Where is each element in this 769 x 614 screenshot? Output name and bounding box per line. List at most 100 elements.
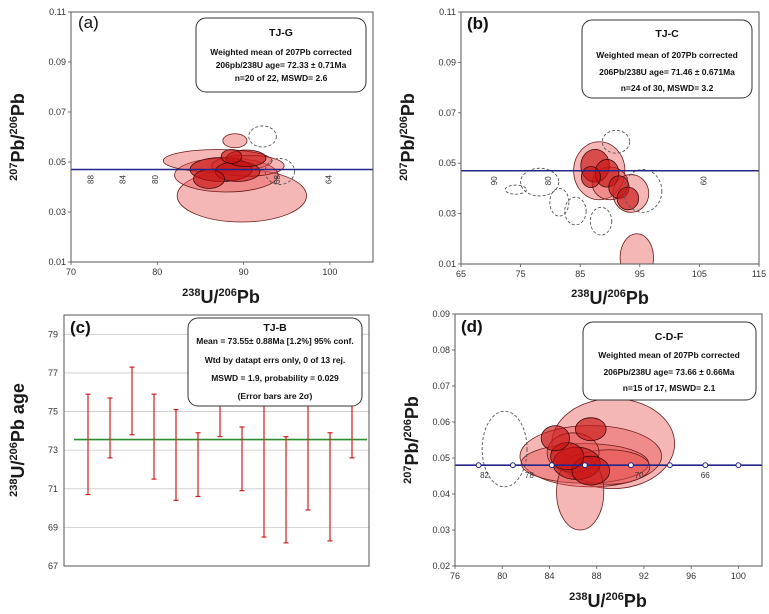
panel-d-concordia-age-mark [702, 462, 709, 469]
panel-d-concordia-age-mark [548, 462, 555, 469]
panel-d-y-tick-label: 0.02 [432, 561, 450, 571]
panel-b-annotation-line-3: n=24 of 30, MSWD= 3.2 [621, 83, 714, 93]
panel-d-concordia-age-label: 70 [635, 471, 644, 480]
panel-d-y-tick-label: 0.08 [432, 345, 450, 355]
panel-b-x-axis-title: 238U/206Pb [571, 288, 649, 308]
panel-b-age-labels: 90 80 60 [490, 176, 709, 185]
panel-b-y-tick-label: 0.01 [438, 259, 456, 269]
panel-a-ellipses [162, 125, 307, 223]
panel-c-y-tick-label: 75 [48, 407, 58, 417]
panel-d-concordia-age-label: 82 [480, 471, 489, 480]
panel-d-x-tick-label: 100 [731, 571, 746, 581]
panel-d-concordia-age-marks [475, 462, 742, 469]
panel-a-concordia-age-label: 84 [118, 175, 127, 184]
panel-c-annotation-line-3: MSWD = 1.9, probability = 0.029 [211, 373, 339, 383]
panel-d: 76 80 84 88 92 96 100 0.02 0.03 0.04 0.05 0.06 0.07 0… [402, 309, 763, 611]
panel-d-annotation-line-3: n=15 of 17, MSWD= 2.1 [623, 383, 716, 393]
panel-a-concordia-age-label: 80 [151, 175, 160, 184]
panel-d-y-tick-label: 0.03 [432, 525, 450, 535]
panel-c-tick-labels: 67 69 71 73 75 77 79 [48, 329, 58, 571]
panel-d-tag: (d) [461, 317, 483, 336]
panel-a-y-tick-label: 0.01 [48, 257, 66, 267]
panel-b-y-tick-label: 0.05 [438, 158, 456, 168]
panel-b-x-tick-label: 85 [575, 269, 585, 279]
panel-a-tick-labels: 70 80 90 100 0.01 0.03 0.05 0.07 0.09 0.11 [48, 7, 337, 277]
panel-d-concordia-age-mark [509, 462, 516, 469]
panel-c-plot-frame [63, 314, 370, 567]
panel-c-y-tick-label: 69 [48, 522, 58, 532]
panel-b-concordia-age-label: 80 [544, 176, 553, 185]
panel-c-annotation-line-1: Mean = 73.55± 0.88Ma [1.2%] 95% conf. [196, 336, 354, 346]
panel-a-y-tick-label: 0.07 [48, 107, 66, 117]
panel-b-x-tick-label: 105 [692, 269, 707, 279]
panel-b-ellipses [504, 129, 663, 264]
panel-b-sample-title: TJ-C [655, 28, 679, 40]
panel-a-y-tick-label: 0.05 [48, 157, 66, 167]
panel-b-tick-labels: 65 75 85 95 105 115 0.01 0.03 0.05 0.07 0.09 0.11 [438, 7, 766, 279]
panel-a-sample-title: TJ-G [269, 27, 293, 39]
panel-a-error-ellipse-dark [220, 149, 243, 164]
panel-b-error-ellipse-dark [580, 166, 601, 189]
panel-a-error-ellipse-dark [193, 169, 225, 189]
panel-a-y-tick-label: 0.03 [48, 207, 66, 217]
panel-b-y-axis-title: 207Pb/206Pb [398, 93, 418, 181]
panel-a-concordia-age-label: 64 [325, 175, 334, 184]
panel-c-annotation-line-2: Wtd by datapt errs only, 0 of 13 rej. [205, 355, 346, 365]
panel-d-concordia-age-mark [667, 462, 673, 469]
panel-a-x-tick-label: 100 [322, 267, 337, 277]
panel-a-annotation-line-1: Weighted mean of 207Pb corrected [210, 47, 352, 57]
panel-a-x-axis-title: 238U/206Pb [182, 287, 260, 307]
panel-d-concordia-age-mark [628, 462, 634, 469]
panel-c-error-bar [195, 432, 201, 498]
panel-a-error-ellipse-dashed [264, 158, 295, 185]
panel-d-error-ellipse-dark [575, 417, 607, 442]
panel-a-annotation-line-2: 206pb/238U age= 72.33 ± 0.71Ma [216, 60, 347, 70]
panel-c-error-bar [173, 409, 179, 501]
panel-b-y-tick-label: 0.09 [438, 57, 456, 67]
panel-a-error-ellipse-light [222, 133, 248, 149]
panel-d-annotation-line-1: Weighted mean of 207Pb corrected [598, 350, 740, 360]
panel-c-tag: (c) [70, 318, 91, 337]
panel-d-annotation-line-2: 206Pb/238U age= 73.66 ± 0.66Ma [603, 367, 734, 377]
panel-c-error-bar [327, 432, 333, 542]
panel-c-y-tick-label: 79 [48, 329, 58, 339]
panel-b-annotation-box [581, 19, 753, 99]
panel-a: 70 80 90 100 0.01 0.03 0.05 0.07 0.09 0.11 88 84 80… [8, 7, 374, 307]
panel-b-concordia-age-label: 90 [490, 176, 499, 185]
panel-d-y-tick-label: 0.09 [432, 309, 450, 319]
panel-b-tag: (b) [467, 14, 489, 33]
panel-d-plot-frame [454, 313, 763, 567]
panel-b-error-ellipse-dashed [623, 169, 663, 213]
panel-b-plot-frame [460, 11, 760, 265]
panel-b-annotation-line-1: Weighted mean of 207Pb corrected [596, 50, 738, 60]
panel-d-x-tick-label: 96 [686, 571, 696, 581]
panel-d-annotation-box [582, 321, 757, 401]
panel-c-annotation-box [187, 317, 363, 407]
panel-d-concordia-age-label: 66 [701, 471, 710, 480]
panel-c-y-tick-label: 73 [48, 445, 58, 455]
panel-b-x-tick-label: 95 [635, 269, 645, 279]
panel-c-y-tick-label: 77 [48, 368, 58, 378]
panel-a-concordia-age-label: 88 [86, 175, 95, 184]
panel-c-y-tick-label: 67 [48, 561, 58, 571]
panel-a-y-axis-title: 207Pb/206Pb [8, 93, 28, 181]
panel-a-y-tick-label: 0.11 [49, 7, 66, 17]
panel-b-y-tick-label: 0.07 [438, 108, 456, 118]
panel-b-y-tick-label: 0.11 [439, 7, 456, 17]
panel-c-error-bar [107, 397, 113, 459]
panel-b-error-ellipse-dark [616, 186, 640, 211]
panel-d-x-tick-label: 80 [497, 571, 507, 581]
panel-d-x-axis-title: 238U/206Pb [569, 591, 647, 611]
panel-d-y-tick-label: 0.07 [432, 381, 450, 391]
panel-a-y-tick-label: 0.09 [48, 57, 66, 67]
panel-a-plot-frame [70, 11, 374, 263]
panel-d-x-tick-label: 84 [544, 571, 554, 581]
panel-a-error-ellipse-dashed [248, 125, 277, 148]
panel-d-y-tick-label: 0.06 [432, 417, 450, 427]
panel-b-error-ellipse-dashed [520, 167, 560, 197]
panel-b-error-ellipse-dashed [504, 184, 528, 195]
panel-b-annotation-line-2: 206Pb/238U age= 71.46 ± 0.671Ma [599, 67, 735, 77]
panel-b-error-ellipse-dashed [549, 187, 570, 217]
panel-c-annotation-line-4: (Error bars are 2σ) [238, 391, 313, 401]
